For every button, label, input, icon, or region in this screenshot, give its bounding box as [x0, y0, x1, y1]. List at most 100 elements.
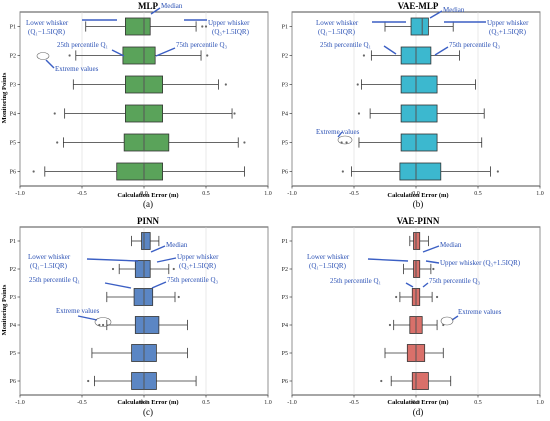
- arrow-lower: [367, 258, 409, 262]
- ann-lower-whisker: Lower whisker: [28, 253, 71, 261]
- y-tick-label: P4: [282, 112, 288, 118]
- x-tick-label: 1.0: [536, 400, 544, 406]
- caption-a: (a): [143, 199, 153, 209]
- iqr-box: [134, 260, 151, 278]
- arrow-q3: [422, 282, 429, 288]
- y-tick-label: P5: [282, 351, 288, 357]
- title-b: VAE-MLP: [398, 1, 439, 11]
- caption-d: (d): [413, 407, 424, 417]
- iqr-box: [116, 162, 164, 181]
- y-tick-label: P4: [282, 323, 288, 329]
- title-a: MLP: [138, 1, 158, 11]
- ann-extreme: Extreme values: [56, 307, 100, 315]
- outlier-point: [172, 267, 175, 271]
- x-tick-label: -0.5: [77, 400, 87, 406]
- iqr-box: [410, 17, 429, 36]
- iqr-box: [125, 17, 151, 36]
- ann-lower-whisker-formula: (Q₁−1.5IQR): [318, 28, 356, 36]
- x-tick-label: -1.0: [15, 191, 25, 197]
- arrow-median: [150, 7, 161, 15]
- x-tick-label: 0.5: [202, 191, 210, 197]
- outlier-point: [201, 25, 204, 28]
- arrow-upper: [156, 257, 177, 263]
- plot-3: -1.0 -0.5 0.0 0.5 1.0 P1 P2 P3 P4 P5 P6: [282, 227, 544, 406]
- arrow-median: [422, 245, 440, 253]
- box-P1: [85, 17, 208, 36]
- x-tick-label: 0.5: [202, 400, 210, 406]
- annotations-b: Median Lower whisker (Q₁−1.5IQR) Upper w…: [316, 6, 529, 145]
- x-tick-label: 0.5: [474, 191, 482, 197]
- x-tick-label: -0.5: [349, 400, 359, 406]
- ann-median: Median: [443, 6, 465, 14]
- outlier-point: [432, 267, 435, 271]
- y-tick-label: P6: [282, 379, 288, 385]
- x-tick-label: 0.0: [140, 191, 148, 197]
- outlier-point: [362, 54, 366, 57]
- outlier-point: [380, 379, 383, 383]
- iqr-box: [400, 133, 438, 152]
- y-tick-label: P1: [10, 25, 16, 31]
- arrow-q1: [104, 282, 132, 289]
- iqr-box: [123, 133, 170, 152]
- annotations-d: Median Lower whisker (Q₁−1.5IQR) Upper w…: [307, 241, 521, 326]
- ann-q1: 25th percentile Q₁: [29, 276, 80, 284]
- box-P4: [388, 316, 445, 334]
- extreme-ring: [440, 316, 454, 326]
- extreme-ring: [337, 135, 353, 145]
- plot-2: -1.0 -0.5 0.0 0.5 1.0 P1 P2 P3 P4 P5 P6: [10, 227, 272, 406]
- ann-median: Median: [161, 2, 183, 10]
- title-d: VAE-PINN: [397, 216, 440, 226]
- ann-extreme: Extreme values: [458, 308, 502, 316]
- y-tick-label: P2: [10, 267, 16, 273]
- x-tick-label: 1.0: [264, 191, 272, 197]
- ann-upper-whisker-formula: (Q₃+1.5IQR): [179, 262, 217, 270]
- iqr-box: [141, 232, 151, 250]
- arrow-q1: [111, 49, 125, 57]
- y-tick-label: P2: [282, 267, 288, 273]
- box-P6: [341, 162, 499, 181]
- box-P3: [72, 75, 227, 94]
- x-tick-label: 0.5: [474, 400, 482, 406]
- y-tick-label: P5: [10, 351, 16, 357]
- y-tick-label: P3: [10, 83, 16, 89]
- box-P5: [384, 344, 444, 362]
- ann-q3: 75th percentile Q₃: [449, 41, 501, 49]
- outlier-point: [233, 112, 236, 115]
- ann-upper-whisker-formula: (Q₃+1.5IQR): [489, 28, 527, 36]
- ann-upper-whisker: Upper whisker: [487, 19, 529, 27]
- xlabel-a: Calculation Error (m): [117, 192, 178, 199]
- ann-extreme: Extreme values: [55, 65, 99, 73]
- y-tick-label: P5: [10, 141, 16, 147]
- y-tick-label: P6: [10, 379, 16, 385]
- y-tick-label: P6: [282, 170, 288, 176]
- box-P4: [98, 316, 188, 334]
- arrow-q1: [383, 45, 397, 55]
- y-tick-label: P3: [10, 295, 16, 301]
- arrow-median: [150, 245, 166, 253]
- y-tick-label: P4: [10, 112, 16, 118]
- box-P3: [106, 288, 180, 306]
- arrow-q1: [405, 282, 414, 288]
- ann-upper-whisker: Upper whisker: [177, 253, 219, 261]
- plot-0: -1.0 -0.5 0.0 0.5 1.0 P1 P2 P3 P4 P5 P6: [10, 12, 272, 197]
- arrow-median: [429, 10, 443, 19]
- y-tick-label: P3: [282, 295, 288, 301]
- annotations-c: Median Lower whisker (Q₁−1.5IQR) Upper w…: [28, 241, 219, 327]
- title-c: PINN: [137, 216, 159, 226]
- box-P4: [53, 104, 236, 123]
- ann-q3: 75th percentile Q₃: [167, 276, 219, 284]
- y-tick-label: P6: [10, 170, 16, 176]
- box-P1: [409, 232, 429, 250]
- ann-q3: 75th percentile Q₃: [176, 41, 228, 49]
- arrow-q3: [434, 46, 449, 56]
- box-P2: [68, 46, 209, 65]
- x-tick-label: 0.0: [412, 400, 420, 406]
- y-tick-label: P1: [10, 239, 16, 245]
- iqr-box: [134, 316, 160, 334]
- xlabel-d: Calculation Error (m): [387, 399, 448, 406]
- ann-lower-whisker-formula: (Q₁−1.5IQR): [30, 262, 68, 270]
- plot-1: -1.0 -0.5 0.0 0.5 1.0 P1 P2 P3 P4 P5 P6: [282, 12, 544, 197]
- outlier-point: [56, 141, 59, 144]
- arrow-extreme: [337, 131, 343, 138]
- arrow-q3: [151, 281, 167, 289]
